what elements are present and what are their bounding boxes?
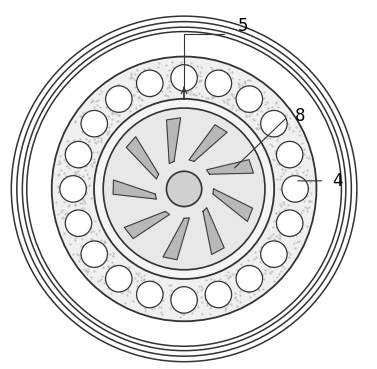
Circle shape (106, 86, 132, 112)
Circle shape (166, 171, 202, 207)
Circle shape (236, 86, 262, 112)
Polygon shape (203, 208, 224, 255)
Circle shape (261, 241, 287, 268)
Circle shape (276, 141, 303, 168)
Circle shape (261, 110, 287, 137)
Polygon shape (124, 211, 170, 239)
Polygon shape (213, 189, 253, 221)
Polygon shape (189, 125, 227, 161)
Circle shape (65, 210, 92, 237)
Circle shape (171, 65, 197, 91)
Circle shape (236, 265, 262, 292)
Circle shape (52, 56, 316, 321)
Circle shape (205, 281, 231, 308)
Polygon shape (126, 137, 159, 179)
Circle shape (94, 99, 274, 279)
Polygon shape (207, 160, 253, 174)
Circle shape (171, 287, 197, 313)
Circle shape (81, 110, 107, 137)
Circle shape (60, 176, 86, 202)
Polygon shape (163, 218, 189, 260)
Polygon shape (113, 180, 156, 199)
Circle shape (81, 241, 107, 268)
Text: 4: 4 (332, 172, 342, 190)
Polygon shape (167, 118, 181, 163)
Circle shape (282, 176, 308, 202)
Circle shape (276, 210, 303, 237)
Circle shape (106, 265, 132, 292)
Circle shape (136, 70, 163, 97)
Circle shape (65, 141, 92, 168)
Text: 8: 8 (295, 107, 306, 125)
Text: 5: 5 (238, 17, 248, 35)
Circle shape (136, 281, 163, 308)
Circle shape (205, 70, 231, 97)
Circle shape (103, 108, 265, 270)
